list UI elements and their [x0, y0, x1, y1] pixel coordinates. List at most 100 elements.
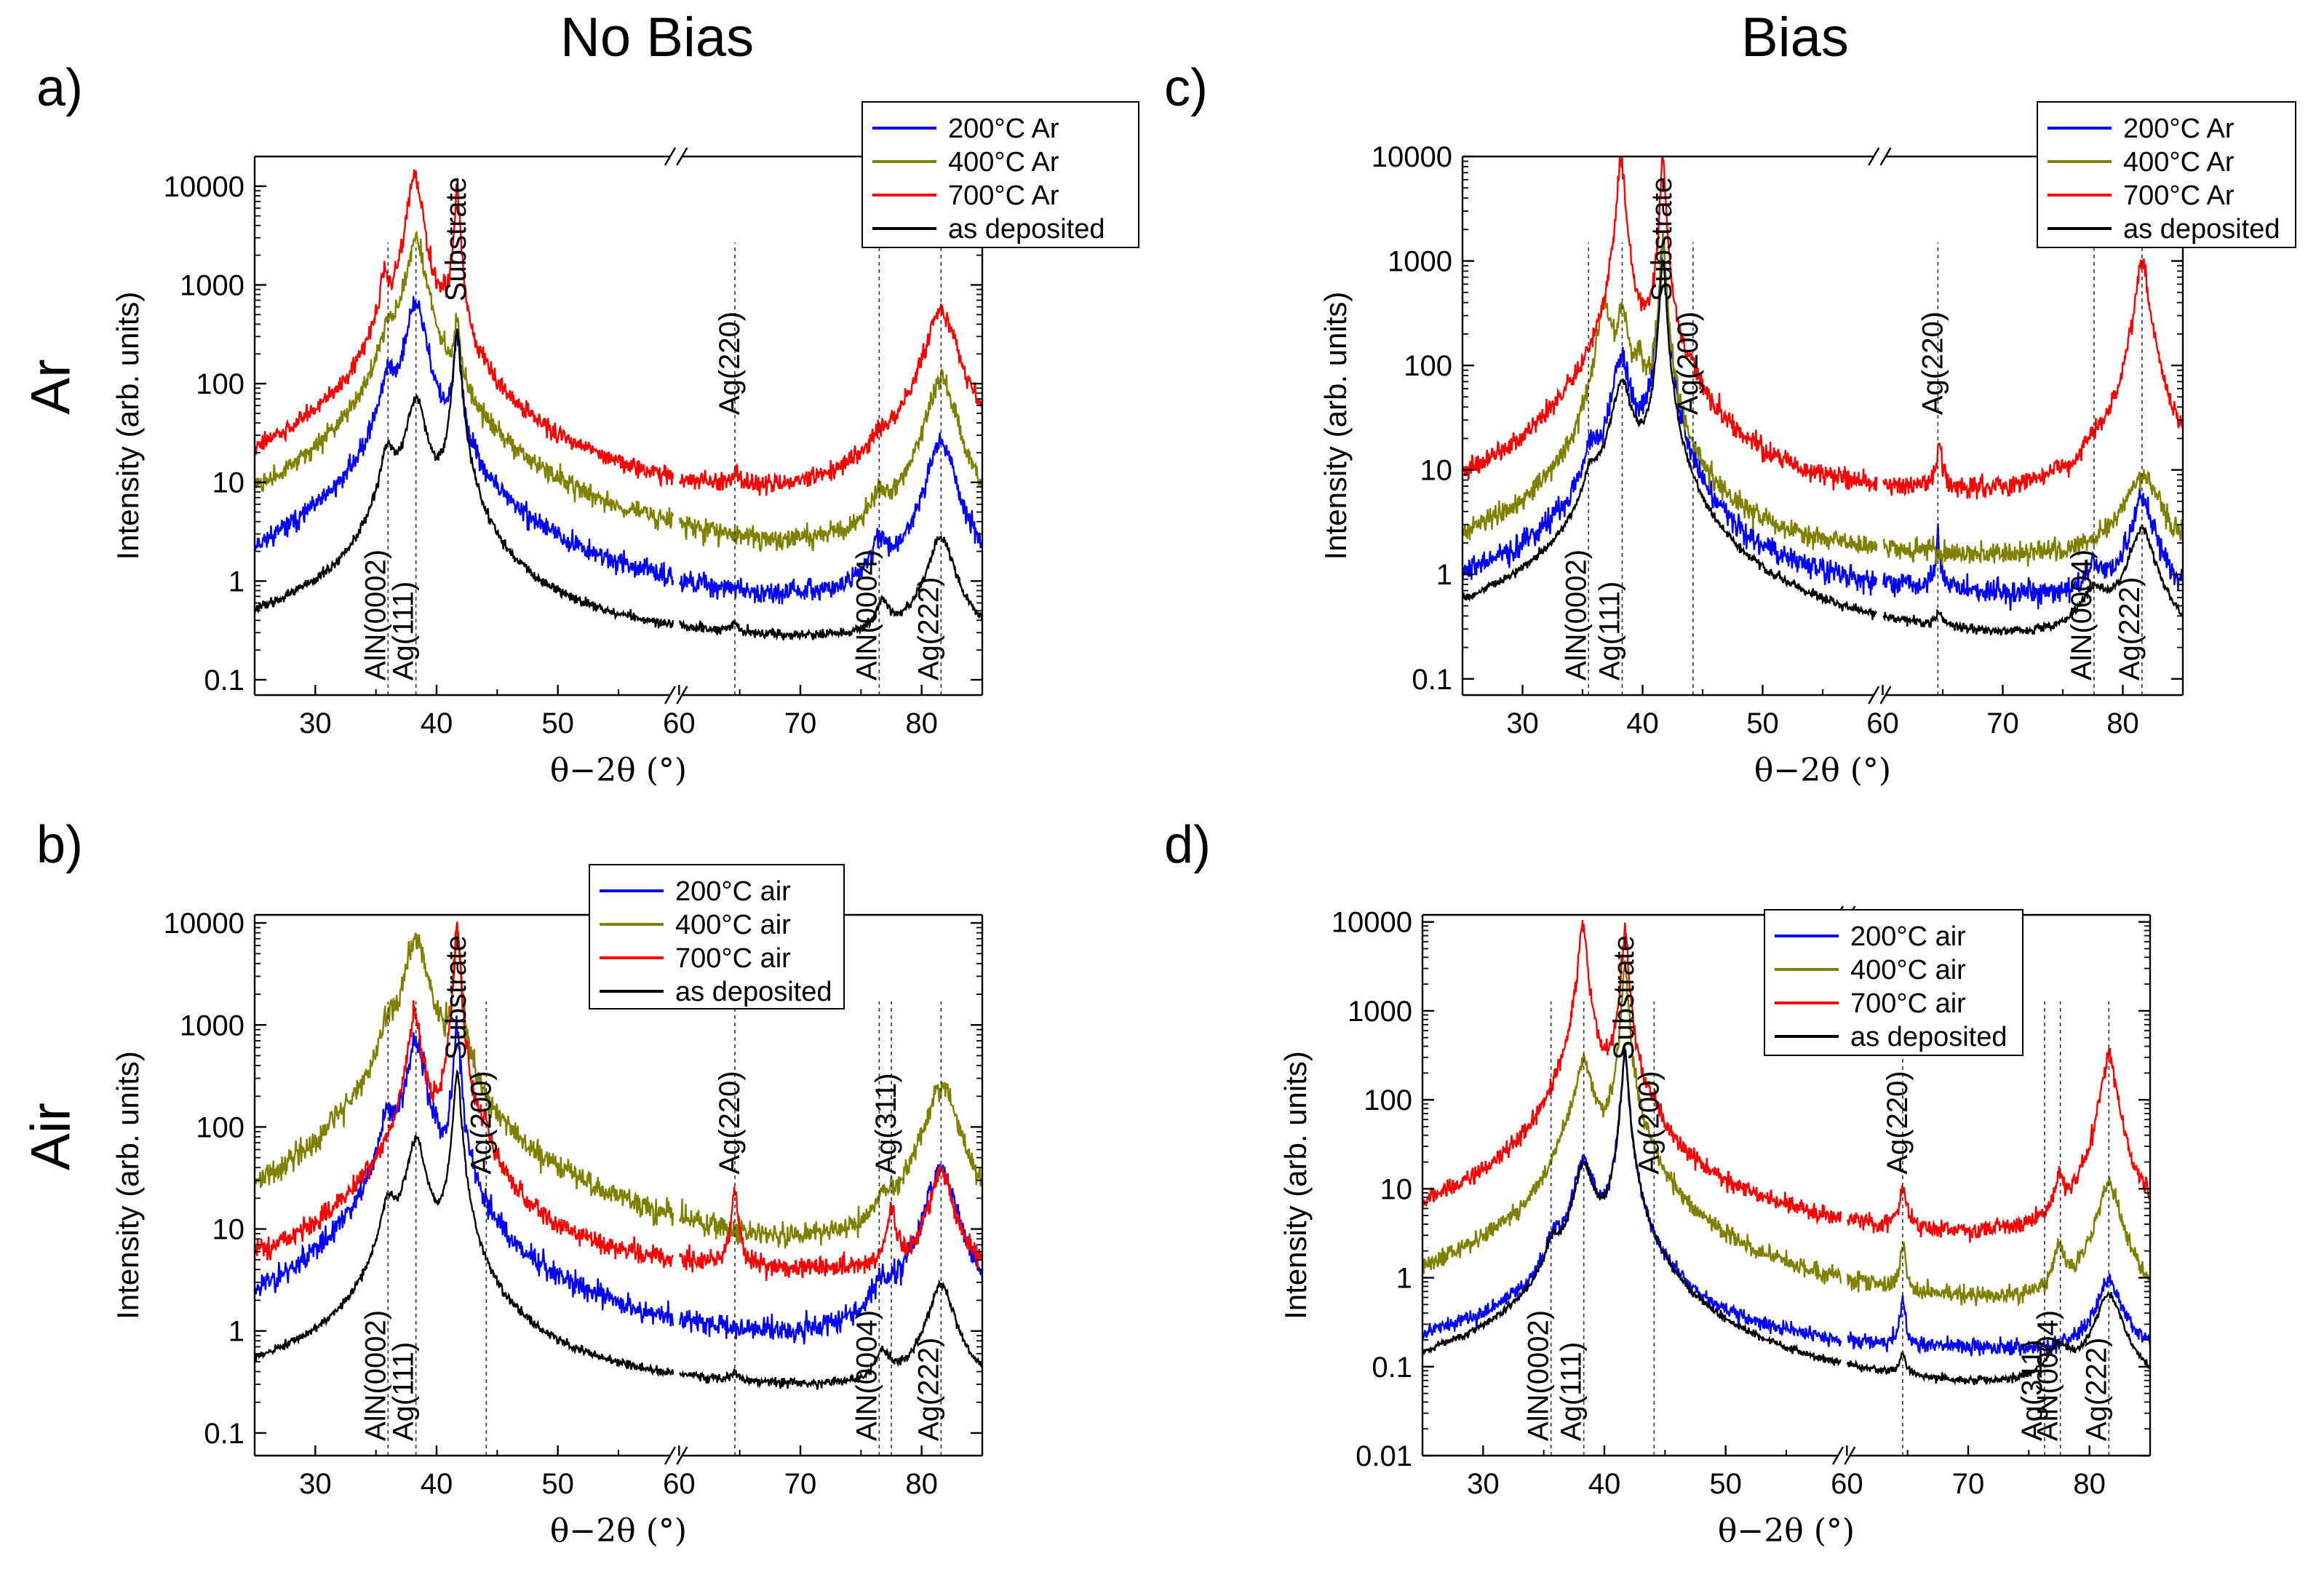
peak-annotation: Ag(222): [912, 1338, 944, 1441]
y-tick-label: 1: [1396, 1263, 1412, 1295]
peak-annotation: AlN(0002): [1560, 550, 1592, 681]
x-tick-label: 70: [1986, 707, 2019, 739]
legend-box: [589, 864, 845, 1009]
y-tick-label: 1: [228, 1316, 244, 1348]
x-tick-label: 40: [421, 707, 453, 739]
legend-label: 200°C air: [675, 876, 791, 907]
panel-label-d: d): [1164, 816, 1211, 874]
series-line: [1463, 156, 1878, 492]
chart-panel-b: AlN(0002)Ag(111) Substrate Ag(200) Ag(220) A…: [111, 864, 984, 1550]
series-line: [1847, 1290, 2150, 1386]
axis-break-mark: [664, 1446, 677, 1465]
panel-label-c: c): [1164, 59, 1208, 117]
legend-label: 700°C air: [675, 943, 791, 974]
x-tick-label: 50: [1746, 707, 1779, 739]
y-tick-label: 1: [1436, 559, 1452, 591]
y-tick-label: 10: [212, 467, 245, 499]
y-tick-label: 0.1: [1372, 1352, 1412, 1384]
axis-break-mark: [1844, 1446, 1856, 1465]
series-line: [1422, 920, 1842, 1226]
y-axis-label: Intensity (arb. units): [111, 292, 145, 560]
series-line: [1882, 524, 2183, 636]
y-axis-label: Intensity (arb. units): [111, 1051, 145, 1320]
series-line: [1422, 1045, 1842, 1367]
legend-label: 400°C air: [675, 910, 791, 940]
x-tick-label: 80: [905, 707, 938, 739]
axis-break-mark: [1879, 147, 1892, 166]
series-line: [1847, 1272, 2150, 1357]
series-line: [255, 169, 674, 488]
peak-annotation: Ag(111): [388, 1342, 420, 1441]
y-tick-label: 0.1: [1412, 664, 1452, 696]
x-tick-label: 50: [541, 1468, 574, 1500]
axis-break-mark: [1831, 1446, 1845, 1465]
series-line: [255, 230, 674, 531]
legend-label: 400°C air: [1850, 955, 1966, 985]
axis-break-mark: [664, 147, 677, 166]
peak-annotation: Substrate: [1608, 935, 1640, 1060]
peak-annotation: Ag(222): [2080, 1338, 2112, 1441]
legend-label: 200°C Ar: [948, 114, 1059, 144]
series-black-a: [255, 328, 982, 641]
series-line: [679, 1165, 982, 1281]
series-line: [1847, 1176, 2150, 1307]
y-tick-label: 100: [196, 1111, 244, 1143]
legend-label: 200°C Ar: [2123, 114, 2235, 144]
x-tick-label: 30: [1506, 707, 1539, 739]
x-axis-label: θ−2θ (°): [1718, 1512, 1855, 1550]
chart-panel-c: AlN(0002) Ag(111) Substrate Ag(200) Ag(220) A…: [1318, 101, 2296, 789]
y-tick-label: 10: [1420, 455, 1453, 487]
peak-annotation: Ag(111): [1593, 582, 1625, 681]
axis-break-mark: [1868, 686, 1880, 705]
series-olive-c: [1463, 231, 2183, 567]
peak-annotation: Ag(200): [1672, 312, 1704, 415]
x-tick-label: 30: [299, 707, 332, 739]
peak-annotation: Ag(111): [1556, 1342, 1588, 1441]
x-tick-label: 50: [541, 707, 574, 739]
peak-annotation: AlN(0002): [1523, 1310, 1555, 1441]
x-tick-label: 30: [1467, 1468, 1500, 1500]
x-tick-label: 60: [1831, 1468, 1863, 1500]
y-tick-label: 1: [228, 566, 244, 598]
peak-annotation: Ag(220): [1917, 312, 1949, 415]
peak-annotation: Ag(200): [465, 1071, 497, 1174]
y-tick-label: 10000: [164, 171, 244, 203]
x-tick-label: 60: [663, 707, 696, 739]
peak-annotation: Ag(311): [2016, 1340, 2048, 1441]
series-line: [1463, 259, 1878, 620]
legend-box: [2037, 101, 2296, 248]
axis-break-mark: [676, 147, 688, 166]
chart-panel-d: AlN(0002) Ag(111) Substrate Ag(200) Ag(220) A…: [1278, 905, 2152, 1550]
series-red-d: [1422, 920, 2150, 1243]
x-tick-label: 70: [1952, 1468, 1985, 1500]
series-line: [679, 1164, 982, 1345]
peak-annotation: Ag(220): [1882, 1071, 1914, 1174]
series-line: [1463, 231, 1878, 555]
y-tick-label: 10000: [164, 908, 244, 940]
series-red-a: [255, 169, 982, 496]
series-black-c: [1463, 259, 2183, 636]
x-tick-label: 40: [1626, 707, 1659, 739]
series-red-c: [1463, 156, 2183, 500]
x-tick-label: 30: [299, 1468, 332, 1500]
x-axis-label: θ−2θ (°): [550, 752, 687, 789]
peak-annotation: AlN(0002): [359, 550, 391, 681]
legend-label: 700°C air: [1850, 988, 1966, 1019]
peak-annotation: Ag(311): [870, 1073, 902, 1174]
panel-label-a: a): [36, 59, 84, 117]
series-line: [1422, 960, 1842, 1285]
series-line: [255, 328, 674, 630]
series-red-b: [255, 921, 982, 1281]
series-line: [1882, 469, 2183, 567]
legend-label: as deposited: [675, 977, 832, 1007]
series-black-b: [255, 1069, 982, 1390]
column-title-bias: Bias: [1741, 7, 1849, 68]
x-axis-label: θ−2θ (°): [1754, 752, 1891, 789]
series-line: [679, 535, 982, 641]
peak-annotation: Substrate: [440, 177, 472, 301]
peak-annotation: AlN(0004): [2066, 550, 2098, 681]
